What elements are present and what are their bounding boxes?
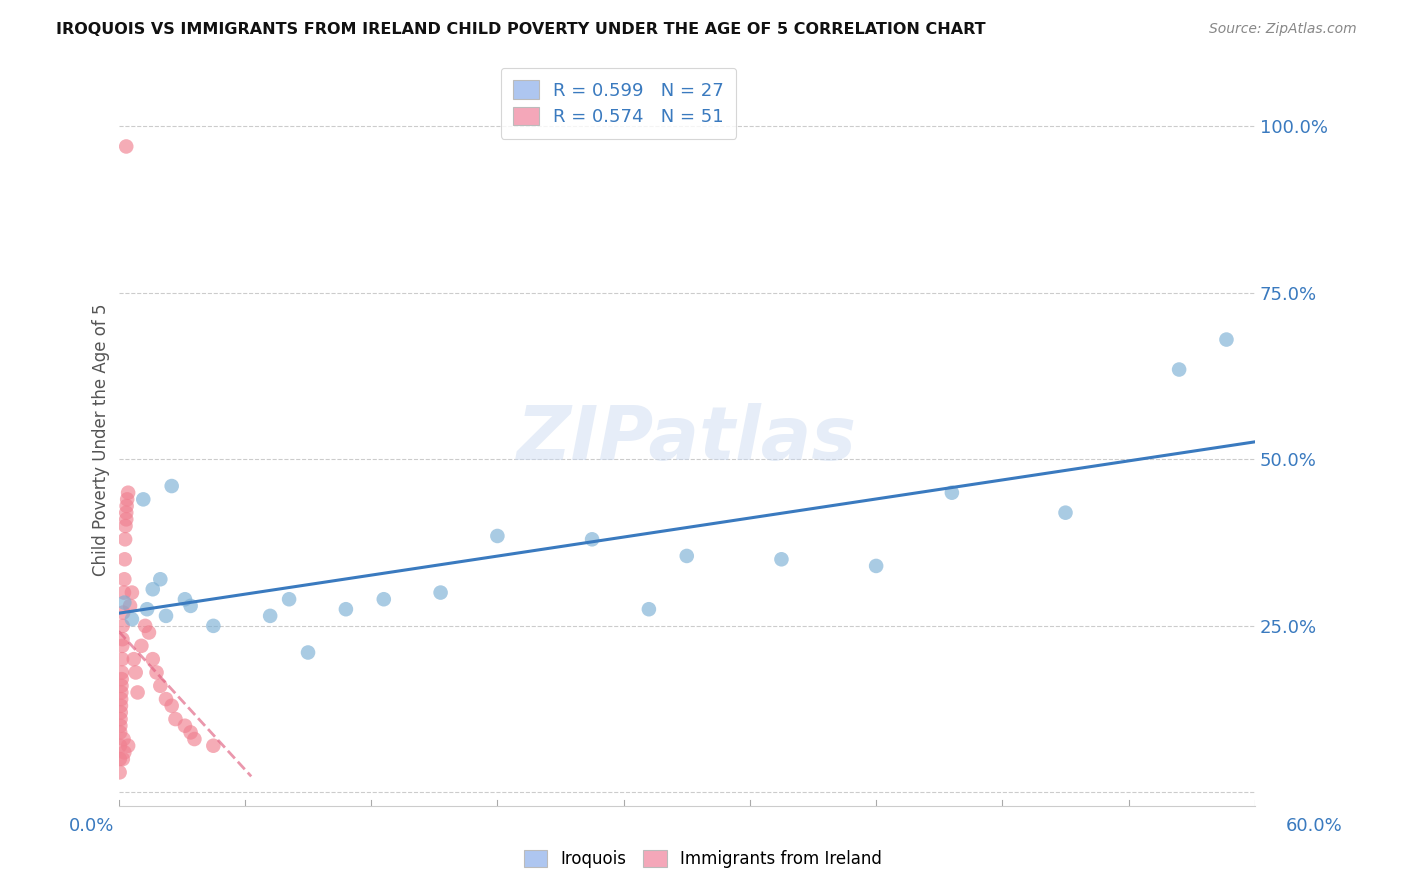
Point [111, 665, 134, 680]
Point [110, 679, 132, 693]
Point [112, 585, 135, 599]
Point [122, 652, 145, 666]
Point [121, 612, 143, 626]
Point [114, 533, 136, 547]
Point [142, 582, 165, 597]
Point [125, 665, 148, 680]
Point [132, 492, 155, 507]
Point [174, 592, 197, 607]
Point [180, 599, 202, 613]
Point [112, 732, 135, 747]
Point [155, 608, 177, 623]
Point [108, 765, 131, 780]
Point [174, 719, 197, 733]
Point [115, 499, 138, 513]
Text: 60.0%: 60.0% [1286, 817, 1343, 835]
Point [110, 685, 132, 699]
Point [136, 602, 159, 616]
Point [202, 619, 225, 633]
Text: Source: ZipAtlas.com: Source: ZipAtlas.com [1209, 22, 1357, 37]
Point [160, 698, 183, 713]
Point [110, 698, 132, 713]
Point [638, 602, 661, 616]
Point [112, 745, 135, 759]
Point [165, 712, 187, 726]
Point [110, 719, 132, 733]
Point [111, 652, 134, 666]
Point [134, 619, 156, 633]
Point [278, 592, 301, 607]
Point [114, 519, 136, 533]
Point [142, 652, 165, 666]
Point [121, 585, 143, 599]
Point [112, 606, 135, 620]
Point [1168, 362, 1191, 376]
Text: 0.0%: 0.0% [69, 817, 114, 835]
Point [149, 572, 172, 586]
Legend: Iroquois, Immigrants from Ireland: Iroquois, Immigrants from Ireland [517, 843, 889, 875]
Point [180, 725, 202, 739]
Text: ZIPatlas: ZIPatlas [517, 403, 856, 476]
Point [297, 646, 319, 660]
Text: IROQUOIS VS IMMIGRANTS FROM IRELAND CHILD POVERTY UNDER THE AGE OF 5 CORRELATION: IROQUOIS VS IMMIGRANTS FROM IRELAND CHIL… [56, 22, 986, 37]
Point [114, 552, 136, 566]
Point [110, 706, 132, 720]
Point [941, 485, 963, 500]
Y-axis label: Child Poverty Under the Age of 5: Child Poverty Under the Age of 5 [93, 303, 110, 575]
Point [117, 739, 139, 753]
Point [259, 608, 281, 623]
Point [429, 585, 451, 599]
Point [865, 558, 887, 573]
Point [675, 549, 697, 563]
Point [108, 752, 131, 766]
Point [108, 739, 131, 753]
Point [115, 492, 138, 507]
Point [155, 692, 177, 706]
Point [183, 732, 205, 747]
Point [115, 139, 138, 153]
Point [111, 619, 134, 633]
Point [110, 712, 132, 726]
Point [373, 592, 395, 607]
Point [127, 685, 149, 699]
Point [108, 725, 131, 739]
Point [112, 572, 135, 586]
Point [115, 512, 138, 526]
Point [115, 506, 138, 520]
Point [131, 639, 153, 653]
Point [111, 639, 134, 653]
Point [160, 479, 183, 493]
Point [111, 752, 134, 766]
Legend: R = 0.599   N = 27, R = 0.574   N = 51: R = 0.599 N = 27, R = 0.574 N = 51 [501, 68, 737, 139]
Point [202, 739, 225, 753]
Point [145, 665, 167, 680]
Point [486, 529, 509, 543]
Point [335, 602, 357, 616]
Point [138, 625, 160, 640]
Point [112, 596, 135, 610]
Point [770, 552, 793, 566]
Point [581, 533, 603, 547]
Point [1215, 333, 1237, 347]
Point [118, 599, 141, 613]
Point [117, 485, 139, 500]
Point [149, 679, 172, 693]
Point [111, 672, 134, 686]
Point [111, 632, 134, 647]
Point [110, 692, 132, 706]
Point [1054, 506, 1077, 520]
